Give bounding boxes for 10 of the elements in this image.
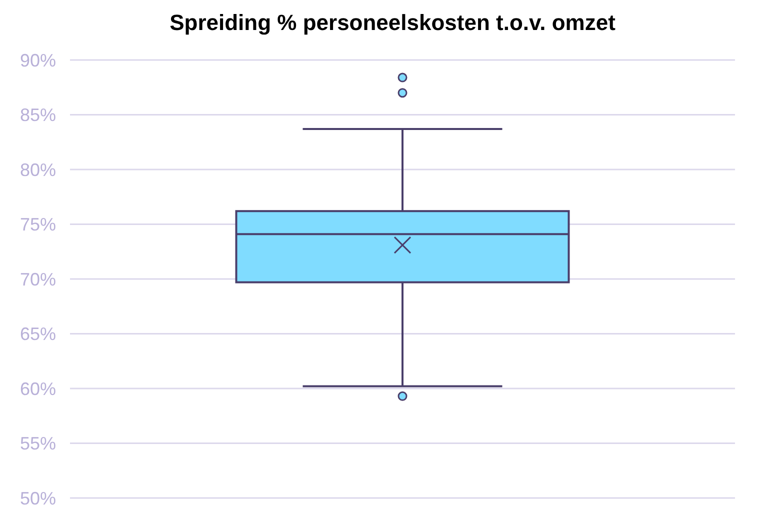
y-tick-label: 55% <box>20 434 56 454</box>
chart-title: Spreiding % personeelskosten t.o.v. omzet <box>170 10 616 35</box>
y-tick-label: 85% <box>20 105 56 126</box>
y-tick-label: 80% <box>20 160 56 180</box>
y-tick-label: 60% <box>20 378 56 399</box>
y-tick-label: 70% <box>20 269 56 290</box>
y-tick-label: 50% <box>20 488 56 508</box>
y-tick-label: 75% <box>20 214 56 235</box>
y-tick-label: 65% <box>20 324 56 344</box>
y-tick-label: 90% <box>20 50 56 70</box>
